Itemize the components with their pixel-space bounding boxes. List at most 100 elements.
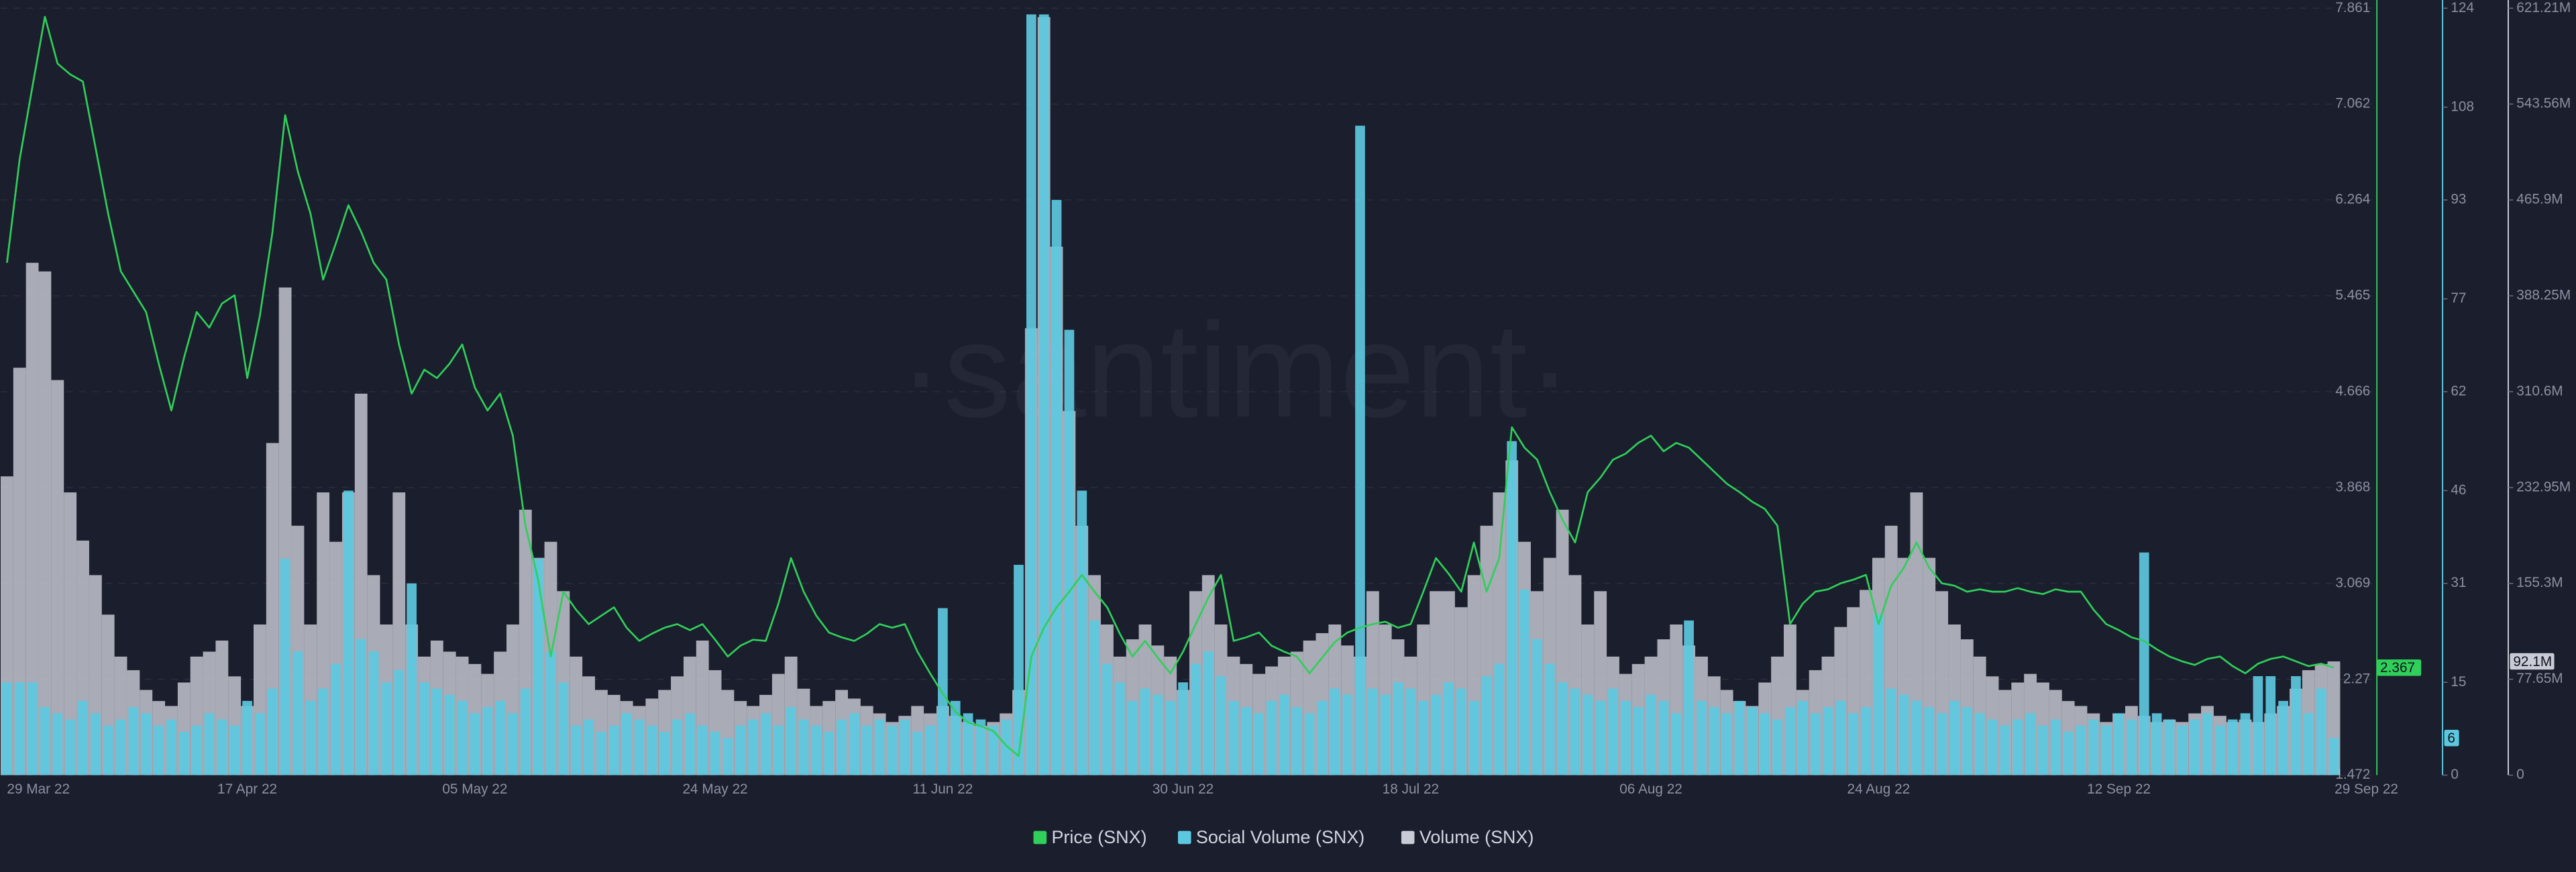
social-bar bbox=[1633, 707, 1644, 775]
social-bar bbox=[2076, 725, 2086, 775]
social-bar bbox=[2127, 719, 2137, 775]
social-bar bbox=[2000, 725, 2010, 775]
social-bar bbox=[368, 651, 379, 775]
social-bar bbox=[78, 700, 88, 775]
social-bar bbox=[242, 700, 252, 775]
social-bar bbox=[786, 707, 796, 775]
social-bar bbox=[1026, 14, 1036, 775]
social-bar bbox=[1785, 707, 1795, 775]
social-bar bbox=[356, 639, 366, 775]
social-bar bbox=[1254, 713, 1265, 775]
social-bar bbox=[1684, 620, 1694, 775]
social-bar bbox=[1734, 700, 1745, 775]
social-bar bbox=[685, 713, 695, 775]
social-bar bbox=[1203, 651, 1214, 775]
social-bar bbox=[963, 713, 973, 775]
social-bar bbox=[2202, 713, 2212, 775]
social-bar bbox=[394, 669, 405, 775]
social-bar bbox=[178, 732, 189, 775]
social-bar bbox=[533, 558, 543, 775]
social-bar bbox=[1570, 688, 1580, 775]
x-tick-label: 18 Jul 22 bbox=[1383, 781, 1439, 797]
y-tick-label: 465.9M bbox=[2516, 192, 2563, 207]
social-bar bbox=[1456, 688, 1466, 775]
social-bar bbox=[1342, 694, 1352, 775]
social-bar bbox=[2278, 700, 2288, 775]
social-bar bbox=[166, 719, 176, 775]
legend-label: Volume (SNX) bbox=[1419, 827, 1534, 847]
social-bar bbox=[647, 725, 657, 775]
social-bar bbox=[672, 719, 682, 775]
social-bar bbox=[1102, 663, 1112, 775]
social-bar bbox=[1646, 694, 1656, 775]
social-bar bbox=[1697, 700, 1707, 775]
social-bar bbox=[558, 682, 569, 775]
social-bar bbox=[407, 583, 417, 775]
social-bar bbox=[255, 713, 265, 775]
social-bar bbox=[1557, 682, 1568, 775]
social-bar bbox=[1304, 713, 1315, 775]
social-bar bbox=[697, 725, 708, 775]
social-bar bbox=[710, 732, 720, 775]
y-tick-label: 5.465 bbox=[2335, 288, 2370, 303]
y-tick-label: 7.861 bbox=[2335, 0, 2370, 15]
social-bar bbox=[1114, 682, 1125, 775]
volume-bar bbox=[64, 492, 77, 775]
social-bar bbox=[1481, 676, 1492, 775]
social-bar bbox=[596, 732, 606, 775]
social-bar bbox=[1911, 700, 1922, 775]
x-tick-label: 06 Aug 22 bbox=[1619, 781, 1682, 797]
social-bar bbox=[1380, 694, 1391, 775]
social-bar bbox=[229, 725, 240, 775]
social-bar bbox=[811, 725, 822, 775]
social-bar bbox=[2253, 676, 2263, 775]
social-bar bbox=[584, 719, 594, 775]
social-bar bbox=[1001, 719, 1011, 775]
social-bar bbox=[2291, 676, 2301, 775]
social-bar bbox=[14, 682, 25, 775]
y-tick-label: 232.95M bbox=[2516, 479, 2571, 494]
y-tick-label: 15 bbox=[2451, 674, 2466, 690]
y-tick-label: 155.3M bbox=[2516, 575, 2563, 590]
social-bar bbox=[621, 713, 632, 775]
last-value-badge bbox=[2510, 653, 2555, 670]
social-bar bbox=[1874, 614, 1884, 775]
social-bar bbox=[1291, 707, 1302, 775]
social-bar bbox=[2240, 713, 2251, 775]
social-bar bbox=[1937, 713, 1947, 775]
x-tick-label: 11 Jun 22 bbox=[912, 781, 973, 797]
social-bar bbox=[2012, 719, 2023, 775]
social-bar bbox=[545, 651, 556, 775]
social-bar bbox=[1595, 700, 1606, 775]
social-bar bbox=[1544, 663, 1555, 775]
social-bar bbox=[457, 700, 468, 775]
social-bar bbox=[52, 713, 63, 775]
social-bar bbox=[1317, 700, 1328, 775]
social-bar bbox=[482, 707, 493, 775]
volume-bar bbox=[13, 368, 26, 775]
y-tick-label: 124 bbox=[2451, 0, 2474, 15]
social-bar bbox=[1127, 700, 1138, 775]
social-bar bbox=[735, 725, 746, 775]
social-bar bbox=[2177, 725, 2188, 775]
y-tick-label: 3.868 bbox=[2335, 479, 2370, 494]
social-bar bbox=[495, 700, 505, 775]
y-tick-label: 6.264 bbox=[2335, 192, 2370, 207]
social-bar bbox=[1014, 565, 1024, 775]
legend-label: Price (SNX) bbox=[1051, 827, 1146, 847]
social-bar bbox=[470, 713, 480, 775]
social-bar bbox=[1367, 688, 1378, 775]
y-tick-label: 0 bbox=[2451, 767, 2459, 782]
social-bar bbox=[1747, 707, 1758, 775]
y-tick-label: 77 bbox=[2451, 290, 2466, 306]
social-bar bbox=[1835, 700, 1846, 775]
social-bar bbox=[1140, 688, 1150, 775]
social-bar bbox=[2063, 732, 2074, 775]
social-bar bbox=[2088, 719, 2099, 775]
social-bar bbox=[861, 725, 872, 775]
social-bar bbox=[1418, 700, 1429, 775]
legend-swatch bbox=[1177, 830, 1191, 844]
legend-swatch bbox=[1401, 830, 1415, 844]
social-bar bbox=[608, 725, 619, 775]
social-bar bbox=[1077, 490, 1087, 775]
